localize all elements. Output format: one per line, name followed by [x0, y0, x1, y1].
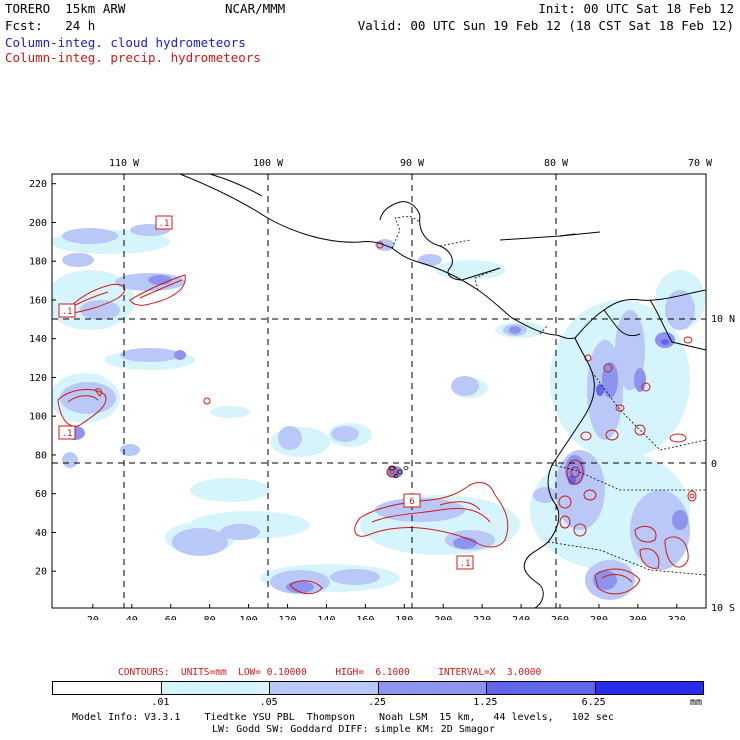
- y-tick-label: 180: [29, 257, 47, 268]
- grid-lines: [52, 174, 706, 608]
- colorbar-level-label: .05: [259, 697, 278, 708]
- x-tick-label: 60: [165, 615, 177, 620]
- x-tick-label: 220: [473, 615, 491, 620]
- x-tick-label: 280: [590, 615, 608, 620]
- contour-label: 6: [409, 497, 414, 507]
- map-frame: [51, 173, 707, 609]
- colorbar-segment: [53, 682, 161, 694]
- x-tick-label: 160: [356, 615, 374, 620]
- valid-time: Valid: 00 UTC Sun 19 Feb 12 (18 CST Sat …: [357, 18, 734, 33]
- colorbar-level-label: 6.25: [581, 697, 606, 708]
- contour-label-box: [58, 303, 76, 318]
- x-tick-label: 140: [317, 615, 335, 620]
- y-tick-label: 200: [29, 218, 47, 229]
- colorbar-unit: mm: [690, 697, 703, 708]
- colorbar-level-label: .25: [367, 697, 387, 708]
- colorbar-segment: [594, 682, 703, 694]
- contour-label-box: [403, 493, 421, 508]
- y-tick-label: 100: [29, 412, 47, 423]
- y-tick-label: 120: [29, 373, 47, 384]
- colorbar-segment: [486, 682, 595, 694]
- x-tick-label: 260: [551, 615, 569, 620]
- cloud-shading: [52, 224, 705, 600]
- model-physics: LW: Godd SW: Goddard DIFF: simple KM: 2D…: [212, 724, 495, 735]
- lon-label-70w: 70 W: [688, 158, 713, 169]
- precip-contours: [57, 241, 697, 595]
- contour-label: .1: [460, 559, 471, 569]
- y-tick-label: 220: [29, 179, 47, 190]
- lat-label-0: 0: [711, 459, 717, 470]
- model-info: Model Info: V3.3.1 Tiedtke YSU PBL Thomp…: [72, 712, 614, 723]
- map-content: [52, 174, 706, 608]
- y-tick-label: 80: [35, 450, 47, 461]
- contour-label: .1: [62, 307, 73, 317]
- x-tick-label: 120: [278, 615, 296, 620]
- forecast-hour: Fcst: 24 h: [5, 18, 96, 33]
- islands: [388, 465, 409, 478]
- y-tick-label: 60: [35, 489, 47, 500]
- y-tick-label: 40: [35, 528, 47, 539]
- colorbar-segment: [377, 682, 486, 694]
- center-name: NCAR/MMM: [225, 1, 286, 16]
- x-tick-label: 200: [434, 615, 452, 620]
- contour-label: .1: [62, 429, 73, 439]
- colorbar: [52, 681, 704, 695]
- colorbar-segment: [160, 682, 269, 694]
- colorbar-segment: [269, 682, 378, 694]
- x-tick-label: 180: [395, 615, 413, 620]
- contour-label: .1: [159, 219, 170, 229]
- contour-label-box: [456, 555, 474, 570]
- lon-label-100w: 100 W: [253, 158, 284, 169]
- contour-label-box: [58, 425, 76, 440]
- y-axis: 220 200 180 160 140 120 100 80 60 40 20: [29, 179, 56, 578]
- precip-field-title: Column-integ. precip. hydrometeors: [5, 50, 261, 65]
- x-tick-label: 300: [629, 615, 647, 620]
- model-name: TORERO 15km ARW: [5, 1, 126, 16]
- lon-label-90w: 90 W: [400, 158, 425, 169]
- x-tick-label: 100: [240, 615, 258, 620]
- lat-label-10s: 10 S: [711, 603, 735, 614]
- lat-label-10n: 10 N: [711, 314, 735, 325]
- map-plot: 110 W 100 W 90 W 80 W 70 W 10 N 0 10 S: [29, 158, 735, 620]
- contours-info: CONTOURS: UNITS=mm LOW= 0.10000 HIGH= 6.…: [118, 667, 542, 678]
- init-time: Init: 00 UTC Sat 18 Feb 12: [538, 1, 734, 16]
- x-tick-label: 80: [204, 615, 216, 620]
- y-tick-label: 20: [35, 567, 47, 578]
- x-tick-label: 320: [668, 615, 686, 620]
- lon-label-80w: 80 W: [544, 158, 569, 169]
- y-tick-label: 160: [29, 295, 47, 306]
- y-tick-label: 140: [29, 334, 47, 345]
- cloud-field-title: Column-integ. cloud hydrometeors: [5, 35, 246, 50]
- x-tick-label: 240: [512, 615, 530, 620]
- x-axis: 20 40 60 80 100 120 140 160 180 200 220 240 260 280 30…: [87, 604, 686, 620]
- x-tick-label: 20: [87, 615, 99, 620]
- lon-label-110w: 110 W: [109, 158, 140, 169]
- colorbar-labels: .01 .05 .25 1.25 6.25: [0, 695, 740, 708]
- borders: [391, 215, 706, 576]
- contour-label-box: [155, 215, 173, 230]
- x-tick-label: 40: [126, 615, 138, 620]
- colorbar-level-label: .01: [151, 697, 170, 708]
- colorbar-level-label: 1.25: [473, 697, 498, 708]
